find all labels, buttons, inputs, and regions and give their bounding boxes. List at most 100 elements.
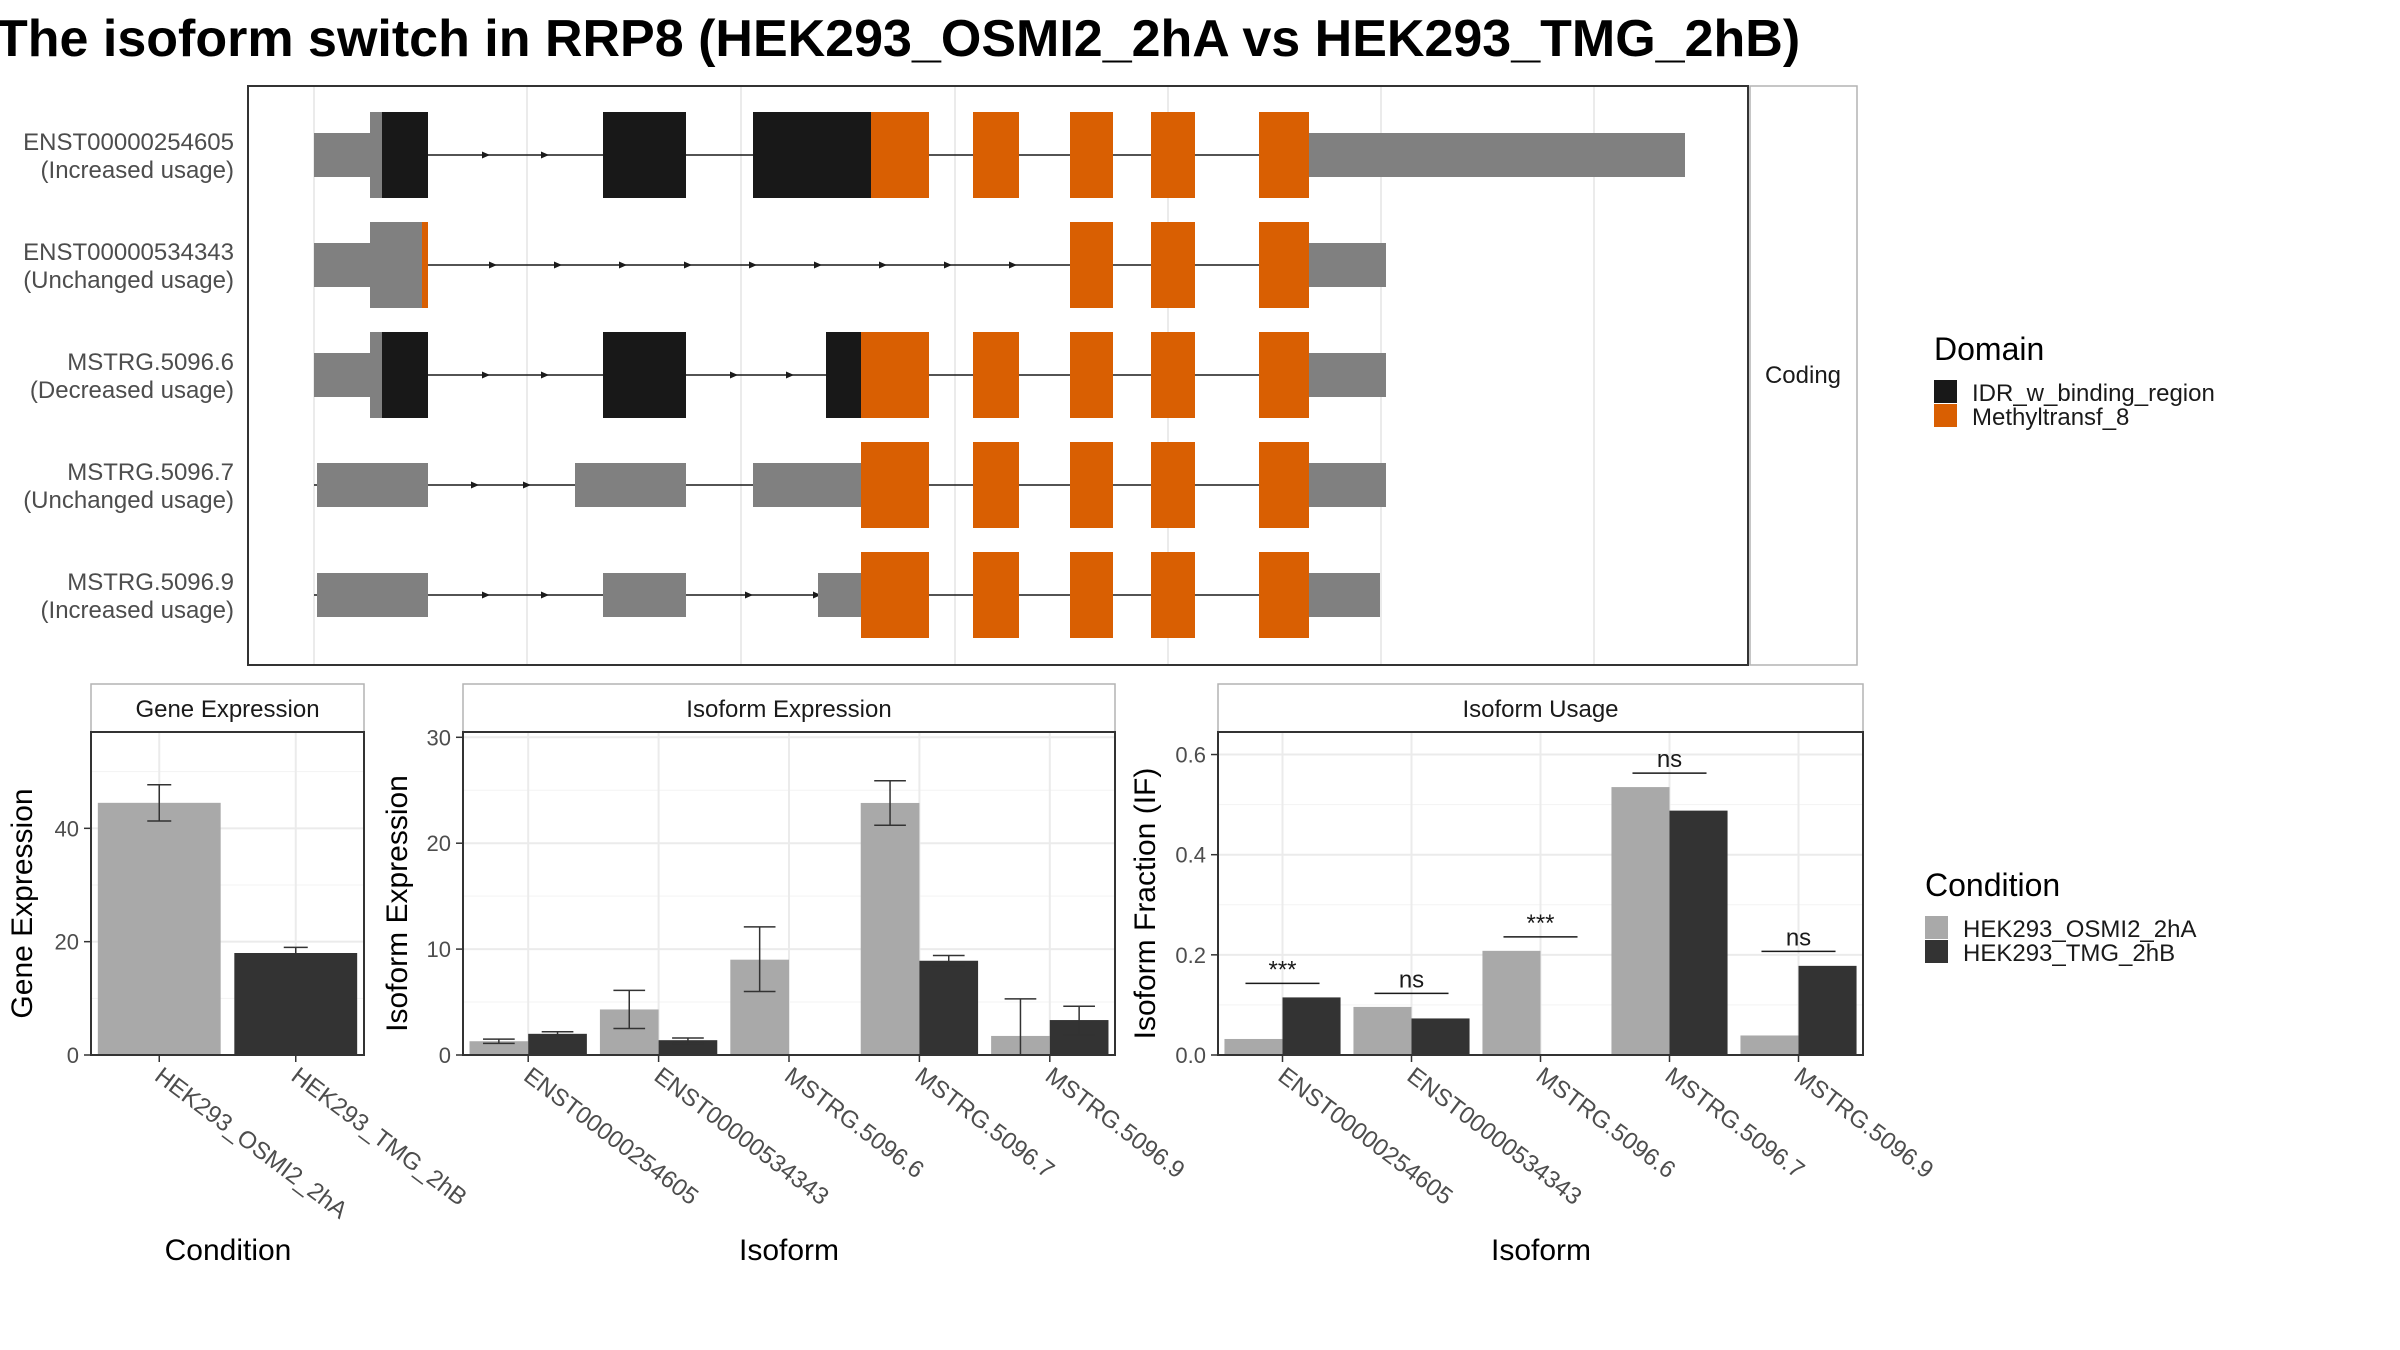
isoform-usage-label: (Increased usage) (41, 157, 234, 184)
methyltransf-domain-exon (973, 552, 1019, 638)
noncoding-exon (314, 353, 370, 397)
intron-arrow (749, 261, 757, 269)
noncoding-exon (314, 133, 370, 177)
coding-strip-label: Coding (1765, 362, 1841, 389)
noncoding-exon (317, 573, 428, 617)
coding-strip (1749, 85, 1858, 666)
methyltransf-domain-exon (1151, 112, 1195, 198)
bar (1798, 965, 1857, 1055)
idr-domain-exon (603, 332, 686, 418)
y-tick-label: 20 (55, 930, 79, 955)
condition-legend-key-b (1925, 940, 1948, 963)
x-axis-title: Isoform (1491, 1234, 1591, 1267)
methyltransf-domain-exon (1070, 552, 1113, 638)
top-panel-border (247, 85, 1749, 666)
isoform-id-label: MSTRG.5096.7 (67, 459, 234, 486)
x-tick-label: MSTRG.5096.7 (910, 1062, 1059, 1184)
intron-arrow (879, 261, 887, 269)
intron-arrow (1009, 261, 1017, 269)
idr-domain-exon (753, 112, 871, 198)
bar (469, 1041, 529, 1055)
idr-domain-exon (826, 332, 861, 418)
noncoding-exon (1309, 243, 1386, 287)
methyltransf-domain-exon (1151, 332, 1195, 418)
significance-label: ns (1657, 746, 1682, 773)
methyltransf-domain-exon (1259, 552, 1309, 638)
panel-2: Isoform Expression0102030ENST00000254605… (381, 683, 1190, 1267)
methyltransf-domain-exon (973, 332, 1019, 418)
bar (528, 1033, 587, 1055)
y-tick-label: 20 (427, 831, 451, 856)
intron-arrow (523, 481, 531, 489)
idr-domain-exon (382, 332, 428, 418)
intron-arrow (786, 371, 794, 379)
intron-arrow (619, 261, 627, 269)
noncoding-exon (314, 243, 370, 287)
intron-arrow (471, 481, 479, 489)
y-axis-title: Isoform Expression (381, 775, 414, 1032)
intron-arrow (684, 261, 692, 269)
bar (234, 953, 358, 1055)
panel-strip (90, 683, 365, 733)
isoform-id-label: ENST00000534343 (23, 239, 234, 266)
intron-arrow (482, 591, 490, 599)
bar (1411, 1018, 1470, 1055)
y-tick-label: 30 (427, 725, 451, 750)
domain-legend-label-methyl: Methyltransf_8 (1972, 404, 2129, 431)
noncoding-exon (1309, 573, 1380, 617)
condition-legend: Condition HEK293_OSMI2_2hA HEK293_TMG_2h… (1925, 867, 2196, 967)
noncoding-exon (317, 463, 428, 507)
methyltransf-domain-exon (973, 442, 1019, 528)
y-tick-label: 0.0 (1175, 1043, 1206, 1068)
significance-label: ns (1399, 966, 1424, 993)
significance-label: *** (1526, 910, 1554, 937)
domain-legend: Domain IDR_w_binding_region Methyltransf… (1934, 331, 2215, 431)
domain-legend-key-methyl (1934, 404, 1957, 427)
methyltransf-domain-exon (1259, 442, 1309, 528)
bar (860, 802, 920, 1055)
intron-arrow (482, 151, 490, 159)
condition-legend-label-a: HEK293_OSMI2_2hA (1963, 916, 2196, 943)
panel-strip (462, 683, 1116, 733)
significance-label: *** (1268, 956, 1296, 983)
bar (1611, 787, 1670, 1055)
bar (1669, 810, 1728, 1055)
methyltransf-domain-exon (871, 112, 929, 198)
figure-title: The isoform switch in RRP8 (HEK293_OSMI2… (0, 10, 1800, 68)
intron-arrow (541, 151, 549, 159)
condition-legend-label-b: HEK293_TMG_2hB (1963, 940, 2175, 967)
isoform-id-label: ENST00000254605 (23, 129, 234, 156)
noncoding-exon (370, 112, 382, 198)
noncoding-exon (1309, 463, 1386, 507)
x-axis-title: Condition (165, 1234, 292, 1267)
isoform-id-label: MSTRG.5096.9 (67, 569, 234, 596)
condition-legend-key-a (1925, 916, 1948, 939)
intron-arrow (813, 591, 821, 599)
noncoding-exon (818, 573, 861, 617)
intron-arrow (814, 261, 822, 269)
idr-domain-exon (382, 112, 428, 198)
intron-arrow (730, 371, 738, 379)
bar (1482, 950, 1541, 1055)
methyltransf-domain-exon (1070, 112, 1113, 198)
y-axis-title: Gene Expression (6, 788, 39, 1018)
methyltransf-domain-exon (1259, 112, 1309, 198)
x-tick-label: MSTRG.5096.9 (1789, 1062, 1938, 1184)
isoform-usage-label: (Increased usage) (41, 597, 234, 624)
domain-legend-key-idr (1934, 380, 1957, 403)
methyltransf-domain-exon (861, 552, 929, 638)
x-tick-label: MSTRG.5096.9 (1040, 1062, 1189, 1184)
noncoding-exon (1309, 353, 1386, 397)
intron-arrow (489, 261, 497, 269)
expression-panels: Gene Expression02040HEK293_OSMI2_2hAHEK2… (6, 683, 1938, 1267)
intron-arrow (541, 371, 549, 379)
domain-legend-label-idr: IDR_w_binding_region (1972, 380, 2215, 407)
noncoding-exon (370, 332, 382, 418)
methyltransf-domain-exon (1070, 332, 1113, 418)
y-tick-label: 0 (439, 1043, 451, 1068)
noncoding-exon (753, 463, 861, 507)
bar (1740, 1035, 1799, 1055)
methyltransf-domain-exon (973, 112, 1019, 198)
intron-arrow (944, 261, 952, 269)
